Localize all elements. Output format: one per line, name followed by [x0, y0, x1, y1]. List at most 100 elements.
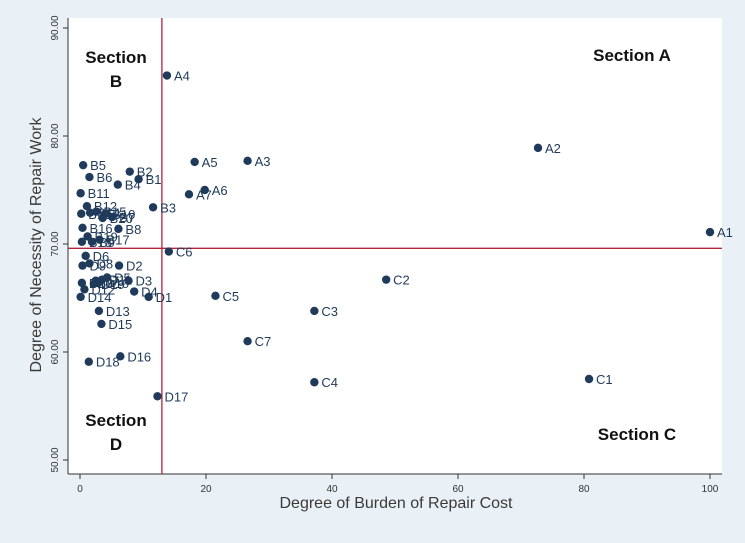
point-b17: [95, 235, 104, 244]
point-c4: [310, 378, 319, 387]
point-label-d2: D2: [126, 259, 143, 274]
point-label-d17: D17: [164, 389, 188, 404]
point-label-b3: B3: [160, 200, 176, 215]
point-label-c7: C7: [255, 334, 272, 349]
x-tick-label: 100: [702, 484, 719, 495]
point-b20: [98, 213, 107, 223]
point-label-d6: D6: [93, 249, 110, 264]
point-label-c3: C3: [321, 304, 338, 319]
point-label-a3: A3: [255, 154, 271, 169]
point-label-b8: B8: [125, 222, 141, 237]
point-d18: [84, 357, 94, 366]
point-b1: [134, 175, 143, 184]
y-tick-label: 80.00: [50, 123, 61, 148]
point-label-a1: A1: [717, 225, 733, 240]
point-label-b1: B1: [146, 172, 162, 187]
point-label-d8: D8: [96, 256, 113, 271]
reference-lines: [68, 18, 722, 474]
point-b6: [85, 172, 94, 182]
point-b3: [148, 203, 158, 212]
point-label-b6: B6: [96, 170, 112, 185]
section-b-label: B: [110, 72, 122, 91]
point-d15: [97, 319, 106, 329]
point-b15: [92, 207, 101, 216]
y-tick-label: 50.00: [50, 447, 61, 472]
point-c3: [310, 306, 319, 316]
point-label-d14: D14: [88, 290, 112, 305]
point-d20: [77, 278, 87, 288]
point-d2: [114, 261, 124, 270]
point-label-d18: D18: [96, 355, 120, 370]
y-tick-label: 70.00: [50, 231, 61, 256]
axes: 0 20 40 60 80 100 50.00 60.00 70.00 80.00 90.00: [50, 15, 722, 495]
point-a7: [184, 190, 194, 199]
point-label-d13: D13: [106, 304, 130, 319]
point-c5: [211, 291, 220, 301]
point-label-d19: D19: [101, 277, 125, 292]
point-d13: [94, 306, 104, 316]
point-b12: [82, 202, 92, 211]
point-label-d1: D1: [156, 290, 173, 305]
point-label-d16: D16: [127, 349, 151, 364]
point-a4: [162, 71, 172, 80]
point-label-d3: D3: [136, 274, 153, 289]
point-d14: [76, 292, 85, 302]
point-label-d20: D20: [89, 276, 113, 291]
y-tick-label: 90.00: [50, 15, 61, 40]
section-b-label: Section: [85, 48, 146, 67]
x-axis-label: Degree of Burden of Repair Cost: [279, 495, 513, 512]
point-b7: [107, 212, 117, 222]
point-label-b4: B4: [125, 178, 141, 193]
point-b13: [77, 209, 86, 218]
point-a3: [243, 156, 252, 166]
point-b14: [85, 208, 95, 217]
point-c2: [381, 275, 391, 284]
point-label-a4: A4: [174, 69, 190, 84]
plot-area: [68, 18, 722, 474]
point-a5: [190, 157, 199, 167]
point-label-b19: B19: [95, 229, 118, 244]
x-tick-label: 60: [452, 484, 464, 495]
point-label-a7: A7: [196, 187, 212, 202]
point-b18: [77, 237, 87, 247]
section-labels: Section A Section B Section C Section D: [85, 46, 676, 454]
point-label-b20: B20: [110, 211, 133, 226]
point-label-a5: A5: [202, 155, 218, 170]
point-label-b5: B5: [90, 158, 106, 173]
point-d11: [97, 275, 107, 284]
point-d8: [85, 259, 94, 268]
point-label-d15: D15: [108, 317, 132, 332]
point-label-b17: B17: [107, 233, 130, 248]
point-b16: [78, 223, 87, 232]
point-label-c2: C2: [393, 273, 410, 288]
point-label-b11: B11: [88, 186, 110, 201]
point-label-b16: B16: [90, 221, 113, 236]
x-tick-label: 80: [578, 484, 590, 495]
point-label-b7: B7: [119, 210, 135, 225]
point-label-a6: A6: [212, 183, 228, 198]
data-points: A1A2A3A4A5A6A7B1B2B3B4B5B6B7B8B9B10B11B1…: [76, 69, 733, 404]
point-b11: [76, 189, 85, 198]
point-c7: [243, 337, 252, 346]
section-c-label: Section C: [598, 425, 676, 444]
point-label-c6: C6: [176, 245, 193, 260]
point-label-b10: B10: [112, 207, 135, 222]
point-b8: [114, 224, 123, 234]
point-d6: [81, 251, 90, 261]
point-d19: [89, 279, 99, 289]
point-label-b2: B2: [137, 165, 153, 180]
point-label-d5: D5: [114, 270, 131, 285]
point-a1: [705, 227, 715, 237]
x-tick-label: 20: [200, 484, 212, 495]
point-d9: [78, 261, 87, 270]
point-d12: [80, 285, 89, 294]
x-tick-label: 0: [77, 484, 83, 495]
section-a-label: Section A: [593, 46, 671, 65]
y-axis-label: Degree of Necessity of Repair Work: [28, 117, 45, 373]
point-label-b15: B15: [103, 205, 126, 220]
point-c6: [164, 247, 174, 256]
point-c1: [584, 374, 594, 384]
point-a6: [200, 185, 209, 195]
point-label-d4: D4: [141, 285, 158, 300]
